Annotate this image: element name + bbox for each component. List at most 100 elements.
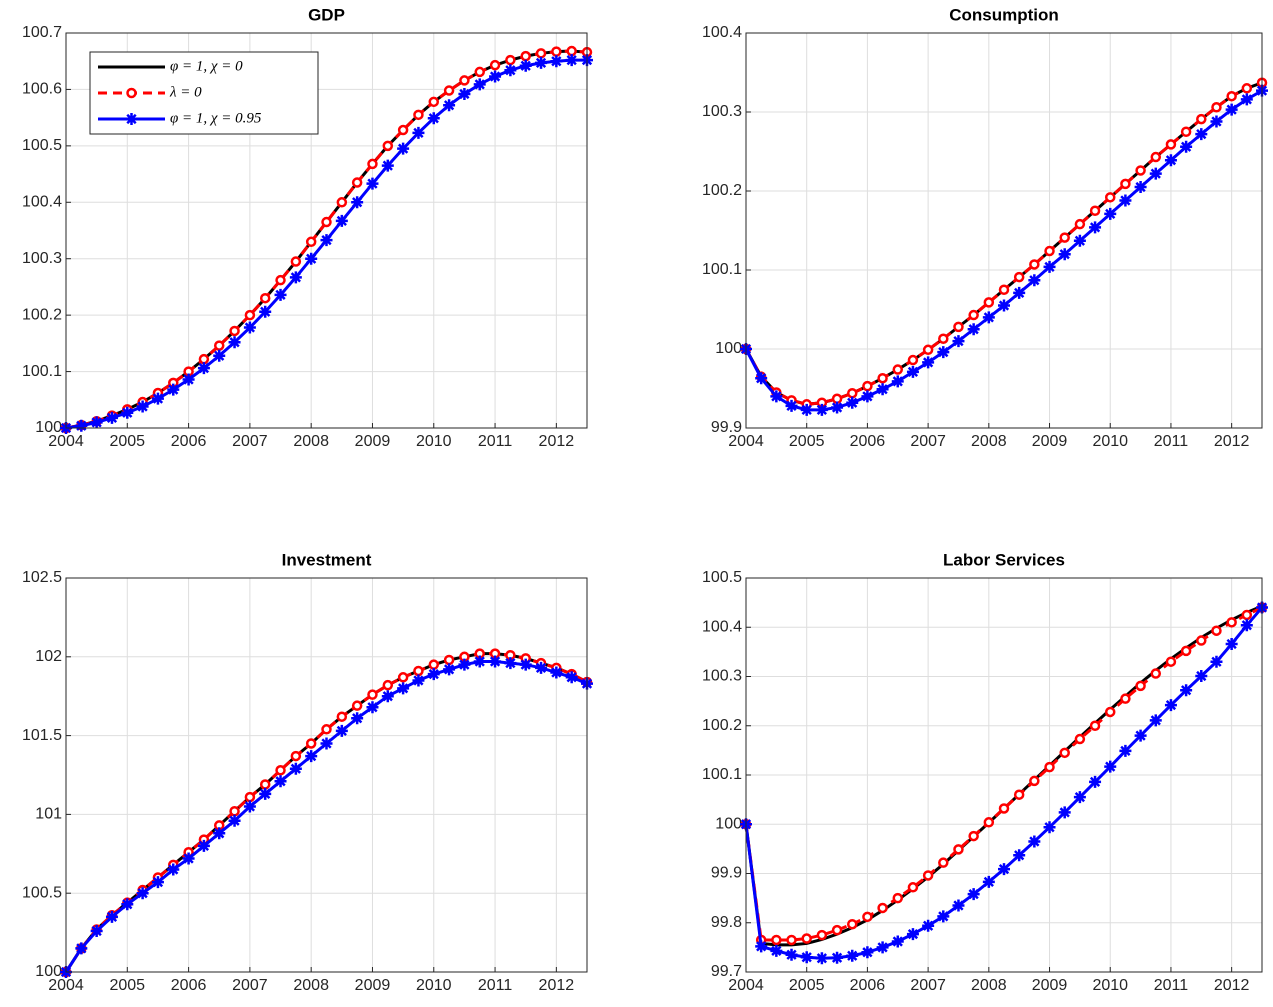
y-tick-label: 100.1 bbox=[702, 261, 742, 278]
marker-asterisk bbox=[770, 944, 783, 957]
marker-circle bbox=[1165, 656, 1177, 667]
marker-asterisk bbox=[861, 390, 874, 403]
marker-circle bbox=[1241, 609, 1253, 621]
y-tick-label: 100.5 bbox=[22, 137, 62, 154]
marker-circle bbox=[367, 158, 378, 170]
marker-circle bbox=[907, 354, 919, 366]
y-tick-label: 100.5 bbox=[702, 569, 742, 586]
marker-asterisk bbox=[967, 888, 980, 901]
marker-asterisk bbox=[243, 800, 256, 813]
y-tick-label: 99.8 bbox=[711, 914, 742, 931]
marker-circle bbox=[459, 75, 470, 86]
x-tick-label: 2010 bbox=[416, 977, 452, 994]
plot-series bbox=[740, 601, 1268, 965]
marker-asterisk bbox=[381, 690, 394, 703]
subplot: 2004 2005 2006 2007 2008 2009 2010 2011 2012 99.9… bbox=[702, 5, 1268, 450]
marker-circle bbox=[1165, 139, 1177, 150]
marker-circle bbox=[443, 654, 455, 666]
marker-circle bbox=[1059, 747, 1070, 759]
marker-asterisk bbox=[1013, 286, 1026, 299]
y-tick-label: 102 bbox=[35, 648, 62, 665]
marker-circle bbox=[1029, 775, 1040, 787]
y-tick-label: 100.2 bbox=[702, 182, 742, 199]
marker-asterisk bbox=[458, 87, 471, 100]
marker-asterisk bbox=[136, 400, 149, 413]
axes-frame bbox=[745, 577, 1263, 973]
marker-asterisk bbox=[320, 737, 333, 750]
marker-asterisk bbox=[75, 419, 88, 432]
marker-asterisk bbox=[259, 787, 272, 800]
axes-frame bbox=[65, 32, 588, 429]
x-tick-label: 2005 bbox=[109, 433, 145, 450]
marker-circle bbox=[229, 805, 240, 817]
y-tick-label: 100.3 bbox=[22, 250, 62, 267]
marker-asterisk bbox=[1180, 684, 1193, 697]
marker-asterisk bbox=[289, 762, 302, 775]
marker-asterisk bbox=[815, 952, 828, 965]
marker-circle bbox=[551, 46, 562, 57]
marker-asterisk bbox=[998, 863, 1010, 876]
marker-circle bbox=[382, 140, 394, 152]
marker-circle bbox=[1226, 617, 1237, 628]
marker-circle bbox=[474, 66, 485, 78]
marker-asterisk bbox=[228, 814, 241, 827]
x-tick-label: 2006 bbox=[171, 433, 207, 450]
marker-asterisk bbox=[876, 941, 889, 954]
marker-circle bbox=[1196, 113, 1207, 125]
subplot: 2004 2005 2006 2007 2008 2009 2010 2011 2012 100 1… bbox=[22, 550, 593, 994]
x-tick-label: 2010 bbox=[416, 433, 452, 450]
marker-circle bbox=[816, 929, 828, 941]
marker-circle bbox=[275, 765, 286, 776]
marker-asterisk bbox=[197, 362, 210, 375]
x-tick-label: 2011 bbox=[478, 977, 513, 994]
marker-asterisk bbox=[182, 373, 195, 386]
marker-circle bbox=[213, 340, 225, 351]
marker-asterisk bbox=[1210, 655, 1223, 668]
marker-circle bbox=[520, 50, 531, 62]
marker-circle bbox=[351, 177, 363, 188]
y-tick-label: 99.9 bbox=[711, 419, 742, 436]
marker-asterisk bbox=[565, 671, 578, 684]
marker-circle bbox=[413, 665, 424, 677]
marker-asterisk bbox=[1043, 821, 1056, 834]
axes-frame bbox=[65, 577, 588, 973]
marker-circle bbox=[1044, 245, 1055, 257]
y-tick-label: 99.7 bbox=[711, 963, 742, 980]
x-tick-label: 2009 bbox=[1032, 977, 1068, 994]
marker-asterisk bbox=[228, 336, 241, 349]
marker-asterisk bbox=[489, 655, 502, 668]
marker-asterisk bbox=[335, 214, 348, 227]
marker-asterisk bbox=[320, 234, 333, 247]
y-tick-label: 100.2 bbox=[702, 717, 742, 734]
marker-asterisk bbox=[1225, 637, 1238, 650]
marker-asterisk bbox=[90, 416, 103, 429]
marker-asterisk bbox=[815, 403, 828, 416]
marker-circle bbox=[305, 236, 317, 248]
marker-circle bbox=[1120, 693, 1131, 704]
x-tick-label: 2007 bbox=[232, 433, 268, 450]
x-tick-label: 2005 bbox=[789, 977, 825, 994]
marker-circle bbox=[397, 124, 409, 136]
marker-circle bbox=[413, 109, 424, 121]
marker-circle bbox=[428, 96, 440, 108]
x-tick-label: 2005 bbox=[109, 977, 145, 994]
marker-circle bbox=[786, 934, 797, 946]
marker-asterisk bbox=[274, 775, 287, 788]
marker-asterisk bbox=[259, 305, 272, 318]
marker-circle bbox=[1196, 635, 1207, 646]
marker-asterisk bbox=[473, 78, 486, 91]
y-tick-label: 100.1 bbox=[702, 766, 742, 783]
marker-asterisk bbox=[550, 666, 563, 679]
marker-asterisk bbox=[121, 406, 134, 419]
marker-asterisk bbox=[397, 682, 410, 695]
marker-circle bbox=[831, 924, 843, 936]
marker-asterisk bbox=[831, 951, 844, 964]
marker-circle bbox=[382, 679, 394, 691]
marker-circle bbox=[922, 344, 934, 356]
marker-circle bbox=[290, 750, 302, 762]
marker-asterisk bbox=[1104, 760, 1117, 773]
marker-circle bbox=[321, 216, 332, 228]
marker-circle bbox=[229, 325, 240, 337]
series-line bbox=[65, 49, 588, 430]
marker-circle bbox=[397, 672, 409, 683]
